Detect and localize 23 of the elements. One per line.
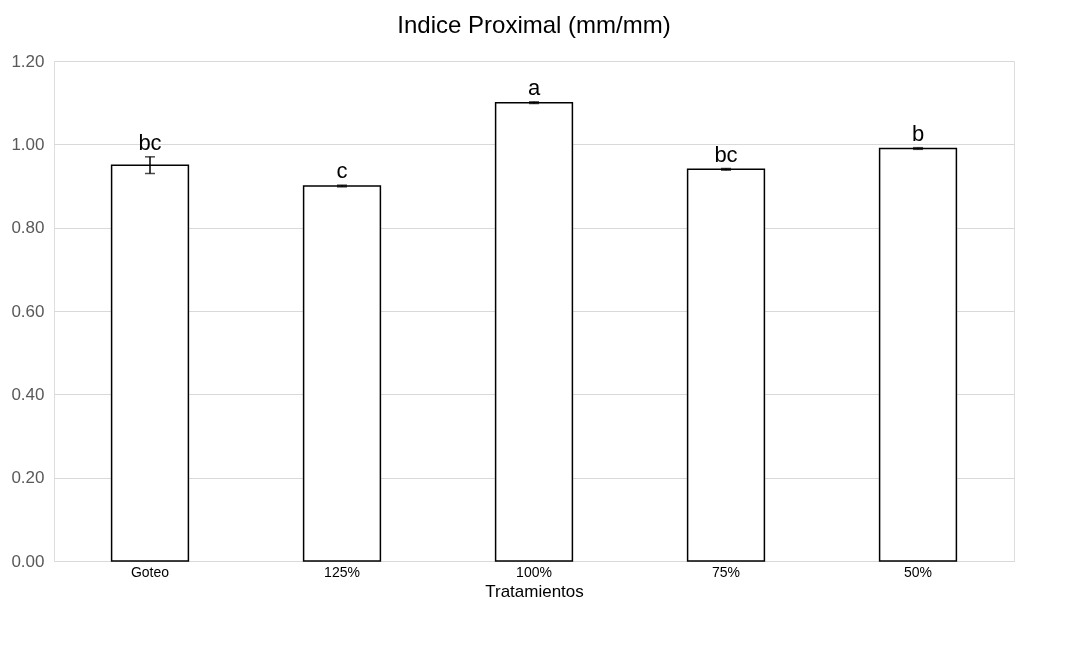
annotation: b <box>911 120 925 146</box>
x-axis-title: Tratamientos <box>485 581 584 601</box>
y-tick-label: 1.20 <box>11 51 45 71</box>
x-tick-label: 100% <box>516 563 552 580</box>
annotation: bc <box>138 129 162 155</box>
annotation: a <box>527 74 541 100</box>
bar <box>302 185 382 562</box>
chart-title: Indice Proximal (mm/mm) <box>397 11 671 38</box>
annotation: c <box>336 158 348 184</box>
bar <box>878 147 958 562</box>
x-tick-label: 125% <box>324 563 360 580</box>
y-tick-label: 1.00 <box>11 134 45 154</box>
y-tick-label: 0.20 <box>11 468 45 488</box>
annotation: bc <box>714 141 738 167</box>
bar <box>494 101 574 562</box>
x-tick-label: 75% <box>711 563 741 580</box>
x-tick-label: Goteo <box>130 563 170 580</box>
y-tick-label: 0.80 <box>11 218 45 238</box>
y-tick-label: 0.60 <box>11 301 45 321</box>
bar <box>686 168 766 562</box>
y-tick-label: 0.40 <box>11 384 45 404</box>
x-tick-label: 50% <box>903 563 933 580</box>
y-tick-label: 0.00 <box>11 551 45 571</box>
